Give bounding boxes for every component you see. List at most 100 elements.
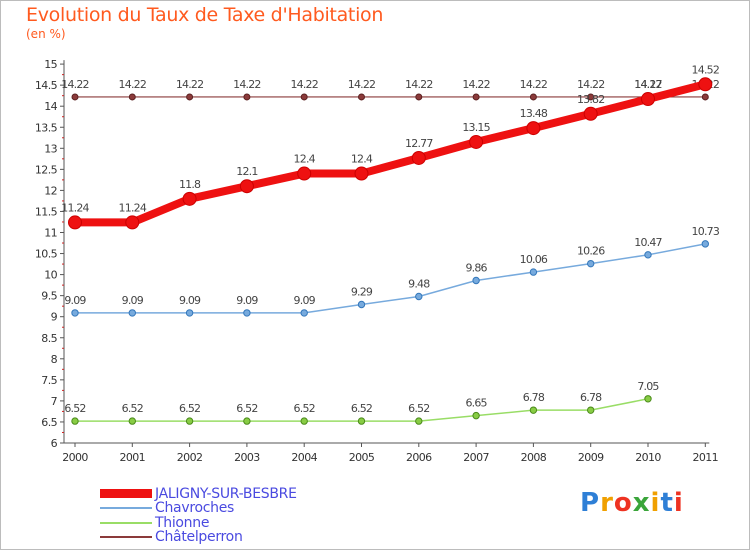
data-point-chavroches (243, 309, 251, 317)
y-tick-label: 12.5 (35, 163, 58, 176)
data-label-chavroches: 10.73 (692, 225, 720, 238)
y-tick-label: 8.5 (41, 332, 57, 345)
y-tick-label: 13.5 (35, 121, 58, 134)
y-tick-label: 7 (51, 395, 58, 408)
data-point-thionne (128, 417, 137, 425)
series-line-chavroches (74, 243, 707, 314)
data-label-thionne: 6.52 (294, 402, 315, 415)
legend-item: JALIGNY-SUR-BESBRE (100, 485, 297, 502)
legend-item: Chavroches (100, 500, 235, 516)
data-label-thionne: 6.52 (122, 402, 143, 415)
data-label-thionne: 6.78 (523, 391, 545, 404)
x-tick-label: 2006 (406, 451, 432, 464)
data-point-chavroches (587, 259, 595, 268)
data-label-thionne: 6.78 (580, 391, 602, 404)
data-label-thionne: 6.52 (408, 402, 429, 415)
chart-title: Evolution du Taux de Taxe d'Habitation (26, 4, 384, 26)
data-point-chatelperron (415, 93, 423, 101)
data-label-chavroches: 9.48 (408, 277, 430, 290)
data-point-chatelperron (529, 93, 537, 101)
data-label-thionne: 6.52 (64, 402, 85, 415)
data-point-chavroches (185, 309, 194, 317)
data-label-chatelperron: 14.22 (348, 78, 376, 91)
data-point-jaligny-sur-besbre (698, 77, 713, 92)
data-label-chatelperron: 14.22 (233, 78, 261, 91)
x-tick-label: 2007 (463, 451, 489, 464)
data-point-jaligny-sur-besbre (239, 179, 254, 194)
data-point-chavroches (128, 309, 137, 317)
data-point-chatelperron (186, 93, 194, 101)
y-tick-label: 9 (51, 311, 58, 324)
data-label-jaligny-sur-besbre: 11.8 (179, 178, 201, 191)
data-point-jaligny-sur-besbre (411, 150, 426, 165)
x-tick-label: 2002 (177, 451, 203, 464)
data-label-chavroches: 9.09 (294, 294, 316, 307)
x-tick-label: 2000 (62, 451, 88, 464)
data-point-thionne (243, 417, 251, 425)
data-point-chavroches (71, 309, 79, 317)
x-tick-label: 2011 (692, 451, 718, 464)
data-point-chatelperron (243, 93, 251, 101)
chart-subtitle: (en %) (26, 27, 66, 41)
logo-letter: t (660, 488, 674, 518)
logo-letter: i (650, 488, 661, 518)
legend-label: JALIGNY-SUR-BESBRE (155, 485, 297, 502)
data-point-chavroches (357, 300, 366, 309)
data-label-jaligny-sur-besbre: 14.52 (692, 63, 720, 76)
data-point-jaligny-sur-besbre (297, 166, 312, 181)
data-point-chatelperron (587, 93, 595, 101)
y-tick-label: 7.5 (41, 374, 57, 387)
data-label-jaligny-sur-besbre: 12.4 (351, 153, 373, 166)
data-point-chavroches (529, 268, 538, 276)
data-label-jaligny-sur-besbre: 11.24 (61, 201, 89, 214)
data-label-thionne: 6.52 (179, 402, 200, 415)
data-point-thionne (472, 411, 480, 420)
legend-swatch (100, 507, 152, 509)
data-label-chatelperron: 14.22 (462, 78, 490, 91)
data-label-jaligny-sur-besbre: 11.24 (119, 201, 147, 214)
data-label-chavroches: 10.47 (634, 236, 662, 249)
y-tick-label: 6 (51, 437, 58, 450)
y-tick-label: 11.5 (35, 205, 58, 218)
data-label-chavroches: 9.09 (64, 294, 86, 307)
y-tick-label: 13 (44, 142, 57, 155)
logo-letter: i (673, 488, 684, 518)
logo-letter: r (600, 488, 614, 518)
data-point-chavroches (701, 240, 709, 248)
data-label-thionne: 7.05 (637, 380, 659, 393)
legend-swatch (100, 521, 152, 524)
data-point-chatelperron (300, 93, 308, 101)
y-tick-label: 8 (51, 353, 58, 366)
data-label-chatelperron: 14.22 (405, 78, 433, 91)
data-point-chatelperron (128, 93, 136, 101)
logo-letter: P (580, 488, 601, 518)
data-label-chatelperron: 14.22 (634, 78, 662, 91)
data-point-thionne (415, 417, 423, 425)
data-label-jaligny-sur-besbre: 12.77 (405, 137, 433, 150)
data-point-jaligny-sur-besbre (68, 215, 82, 230)
data-label-jaligny-sur-besbre: 14.17 (634, 78, 662, 91)
data-point-chatelperron (701, 93, 709, 101)
x-tick-label: 2008 (521, 451, 547, 464)
x-tick-label: 2009 (578, 451, 604, 464)
data-label-chavroches: 9.29 (351, 285, 373, 298)
legend-label: Thionne (155, 514, 210, 531)
legend-item: Thionne (100, 514, 210, 531)
y-tick-label: 11 (44, 227, 57, 240)
y-tick-label: 12 (44, 184, 57, 197)
data-label-chatelperron: 14.22 (61, 78, 89, 91)
x-tick-label: 2005 (349, 451, 375, 464)
data-point-chavroches (644, 251, 652, 259)
y-tick-label: 6.5 (41, 416, 57, 429)
data-point-jaligny-sur-besbre (583, 106, 598, 121)
data-label-thionne: 6.52 (236, 402, 257, 415)
data-label-chavroches: 10.26 (577, 245, 605, 258)
y-tick-label: 14.5 (35, 79, 58, 92)
legend-label: Chavroches (155, 500, 235, 516)
y-tick-label: 15 (44, 58, 57, 71)
data-point-thionne (644, 395, 652, 403)
data-point-thionne (587, 406, 595, 414)
series-line-jaligny-sur-besbre (71, 80, 710, 227)
data-point-chavroches (300, 309, 308, 317)
